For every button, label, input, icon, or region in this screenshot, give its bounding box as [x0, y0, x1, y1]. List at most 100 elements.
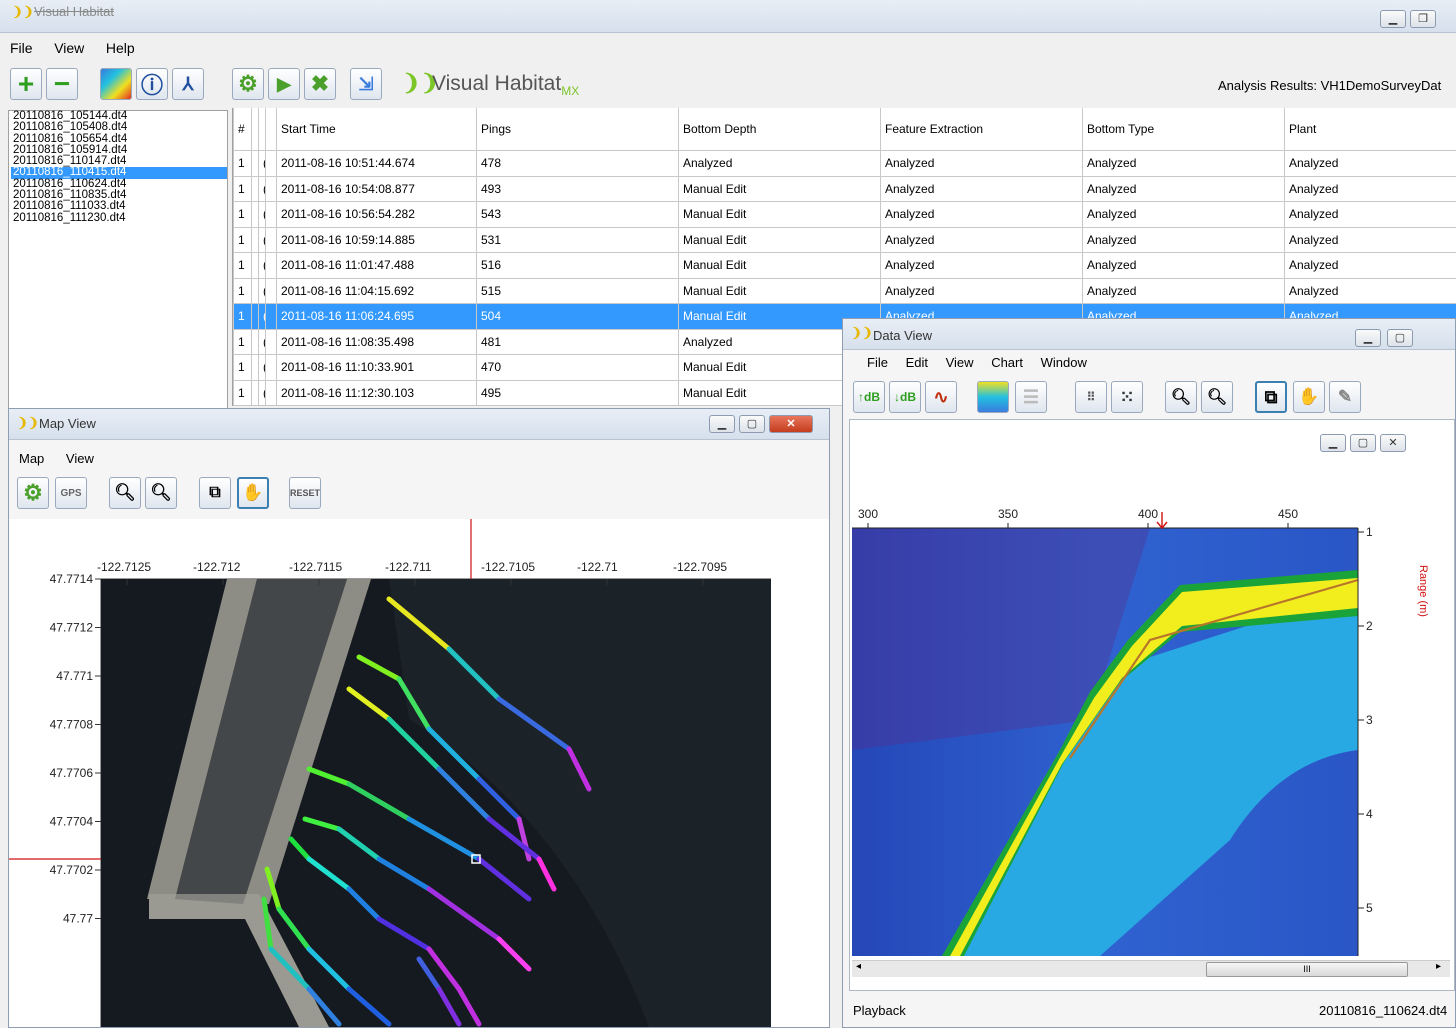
- table-cell: Analyzed: [1082, 252, 1285, 279]
- gain-down-icon[interactable]: ↓dB: [889, 381, 921, 413]
- table-row[interactable]: 1(2011-08-16 10:51:44.674478AnalyzedAnal…: [233, 150, 1456, 177]
- map-close-button[interactable]: ✕: [769, 415, 813, 433]
- column-header[interactable]: #: [233, 108, 252, 151]
- restore-button[interactable]: ❐: [1410, 10, 1436, 28]
- data-menu-file[interactable]: File: [867, 355, 888, 370]
- map-zoom-in-icon[interactable]: 🔍︎: [109, 477, 141, 509]
- add-icon[interactable]: +: [10, 68, 42, 100]
- list-icon[interactable]: ☰: [1015, 381, 1047, 413]
- scroll-left-arrow-icon[interactable]: ◂: [856, 961, 862, 972]
- color-bars-icon[interactable]: [977, 381, 1009, 413]
- file-list-item[interactable]: 20110816_110147.dt4: [13, 155, 127, 168]
- echogram-y-tick-label: 2: [1366, 619, 1373, 633]
- data-menu-view[interactable]: View: [945, 355, 974, 370]
- data-pan-hand-icon[interactable]: ✋: [1293, 381, 1325, 413]
- data-minimize-button[interactable]: ▁: [1355, 329, 1381, 347]
- minimize-button[interactable]: ▁: [1380, 10, 1406, 28]
- data-zoom-out-icon[interactable]: 🔍︎: [1201, 381, 1233, 413]
- file-list-item[interactable]: 20110816_111230.dt4: [13, 211, 126, 224]
- panel-close-button[interactable]: ✕: [1380, 434, 1406, 452]
- column-header[interactable]: [251, 108, 259, 151]
- column-header[interactable]: Plant: [1284, 108, 1456, 151]
- map-position-marker[interactable]: [471, 854, 481, 864]
- file-list-item[interactable]: 20110816_105914.dt4: [13, 143, 128, 156]
- data-maximize-button[interactable]: ▢: [1387, 329, 1413, 347]
- file-list-item[interactable]: 20110816_111033.dt4: [13, 200, 126, 213]
- file-list[interactable]: 20110816_105144.dt4 20110816_105408.dt4 20…: [8, 110, 228, 412]
- column-header[interactable]: [258, 108, 266, 151]
- echogram-x-tick-label: 300: [858, 507, 878, 521]
- data-menu-edit[interactable]: Edit: [905, 355, 928, 370]
- gps-button[interactable]: GPS: [55, 477, 87, 509]
- file-list-item[interactable]: 20110816_105654.dt4: [13, 132, 128, 145]
- file-list-item[interactable]: 20110816_110415.dt4: [11, 167, 227, 179]
- table-cell: Analyzed: [1082, 175, 1285, 202]
- map-maximize-button[interactable]: ▢: [739, 415, 765, 433]
- map-canvas[interactable]: -122.7125 -122.712 -122.7115 -122.711 -122.7…: [9, 519, 829, 1027]
- fine-dots-icon[interactable]: ⠿: [1075, 381, 1107, 413]
- map-settings-icon[interactable]: ⚙: [17, 477, 49, 509]
- file-list-item[interactable]: 20110816_110835.dt4: [13, 189, 127, 202]
- analysis-results-value: VH1DemoSurveyDat: [1320, 78, 1442, 93]
- map-menu-view[interactable]: View: [65, 451, 94, 466]
- echogram-scrollbar[interactable]: ◂ III ▸: [852, 960, 1450, 977]
- pencil-icon[interactable]: ✎: [1329, 381, 1361, 413]
- map-plot[interactable]: -122.7125 -122.712 -122.7115 -122.711 -122.7…: [9, 519, 829, 1027]
- map-menu-map[interactable]: Map: [19, 451, 45, 466]
- table-cell: [251, 303, 259, 330]
- map-minimize-button[interactable]: ▁: [709, 415, 735, 433]
- survey-track-segment: [476, 776, 522, 822]
- map-zoom-out-icon[interactable]: 🔍︎: [145, 477, 177, 509]
- table-cell: Analyzed: [678, 150, 881, 177]
- survey-track-segment: [536, 856, 557, 892]
- info-icon[interactable]: ⓘ: [136, 68, 168, 100]
- settings-icon[interactable]: ⚙: [232, 68, 264, 100]
- column-header[interactable]: Bottom Depth: [678, 108, 881, 151]
- file-list-item[interactable]: 20110816_110624.dt4: [13, 177, 127, 190]
- menu-help[interactable]: Help: [105, 40, 135, 56]
- scroll-thumb[interactable]: III: [1206, 962, 1408, 977]
- survey-track-segment: [446, 646, 502, 702]
- map-reset-button[interactable]: RESET: [289, 477, 321, 509]
- file-list-item[interactable]: 20110816_105144.dt4: [13, 110, 128, 122]
- data-select-icon[interactable]: ⧉: [1255, 381, 1287, 413]
- column-header[interactable]: Bottom Type: [1082, 108, 1285, 151]
- gain-up-icon[interactable]: ↑dB: [853, 381, 885, 413]
- coarse-dots-icon[interactable]: ⁙: [1111, 381, 1143, 413]
- data-menu-window[interactable]: Window: [1040, 355, 1087, 370]
- panel-minimize-button[interactable]: ▁: [1320, 434, 1346, 452]
- map-pan-hand-icon[interactable]: ✋: [237, 477, 269, 509]
- panel-maximize-button[interactable]: ▢: [1350, 434, 1376, 452]
- data-zoom-in-icon[interactable]: 🔍︎: [1165, 381, 1197, 413]
- menu-file[interactable]: File: [10, 40, 33, 56]
- data-menu-chart[interactable]: Chart: [991, 355, 1023, 370]
- column-header[interactable]: Start Time: [276, 108, 477, 151]
- survey-track-segment: [386, 596, 452, 652]
- table-cell: Analyzed: [880, 150, 1083, 177]
- table-cell: 478: [476, 150, 679, 177]
- file-list-item[interactable]: 20110816_105408.dt4: [13, 121, 128, 134]
- color-map-icon[interactable]: [100, 68, 132, 100]
- echogram-panel: ▁ ▢ ✕ 300 350 400 450 1 2 3 4 5 Range (m): [849, 419, 1455, 991]
- column-header[interactable]: [265, 108, 277, 151]
- column-header[interactable]: Feature Extraction: [880, 108, 1083, 151]
- export-icon[interactable]: ⇲: [350, 68, 382, 100]
- menu-view[interactable]: View: [54, 40, 85, 56]
- column-header[interactable]: Pings: [476, 108, 679, 151]
- map-select-icon[interactable]: ⧉: [199, 477, 231, 509]
- scroll-right-arrow-icon[interactable]: ▸: [1436, 961, 1442, 972]
- compass-icon[interactable]: ⅄: [172, 68, 204, 100]
- curve-icon[interactable]: ∿: [925, 381, 957, 413]
- data-view-title: Data View: [873, 328, 933, 343]
- table-cell: 2011-08-16 10:51:44.674: [276, 150, 477, 177]
- echogram-canvas[interactable]: 300 350 400 450 1 2 3 4 5 Range (m): [850, 420, 1454, 990]
- table-cell: 515: [476, 277, 679, 304]
- remove-icon[interactable]: −: [46, 68, 78, 100]
- play-icon[interactable]: ▶: [268, 68, 300, 100]
- stop-icon[interactable]: ✖: [304, 68, 336, 100]
